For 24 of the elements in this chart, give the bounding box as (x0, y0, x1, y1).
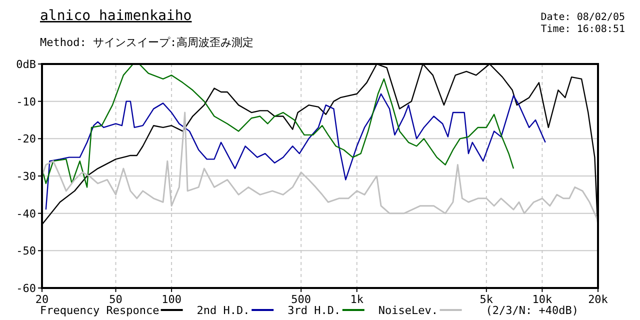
x-tick-label: 5k (480, 293, 494, 306)
x-tick-label: 500 (291, 293, 312, 306)
y-tick-label: -50 (16, 244, 36, 258)
y-tick-label: -10 (16, 95, 36, 108)
chart-title: alnico haimenkaiho (40, 8, 192, 24)
y-tick-label: -30 (16, 170, 36, 183)
text: Time: 16:08:51 (540, 24, 625, 35)
text: Date: 08/02/05 (540, 12, 625, 23)
legend-label: 3rd H.D. (288, 304, 341, 317)
x-tick-label: 100 (162, 293, 182, 306)
x-tick-label: 20k (588, 293, 608, 306)
x-tick-label: 50 (109, 293, 122, 306)
y-tick-label: -60 (16, 282, 36, 295)
text: (2/3/N: +40dB) (486, 304, 579, 317)
y-tick-label: -40 (16, 207, 36, 220)
legend-label: 2nd H.D. (196, 304, 250, 317)
x-tick-label: 20 (35, 293, 49, 306)
legend-label: Frequency Responce (40, 304, 160, 317)
x-tick-label: 1k (350, 293, 364, 306)
legend-label: NoiseLev. (378, 304, 438, 317)
y-tick-label: -20 (16, 132, 36, 146)
x-tick-label: 10k (532, 293, 553, 306)
text: Method: サインスイープ:高周波歪み測定 (40, 36, 254, 49)
y-tick-label: 0dB (16, 58, 36, 71)
